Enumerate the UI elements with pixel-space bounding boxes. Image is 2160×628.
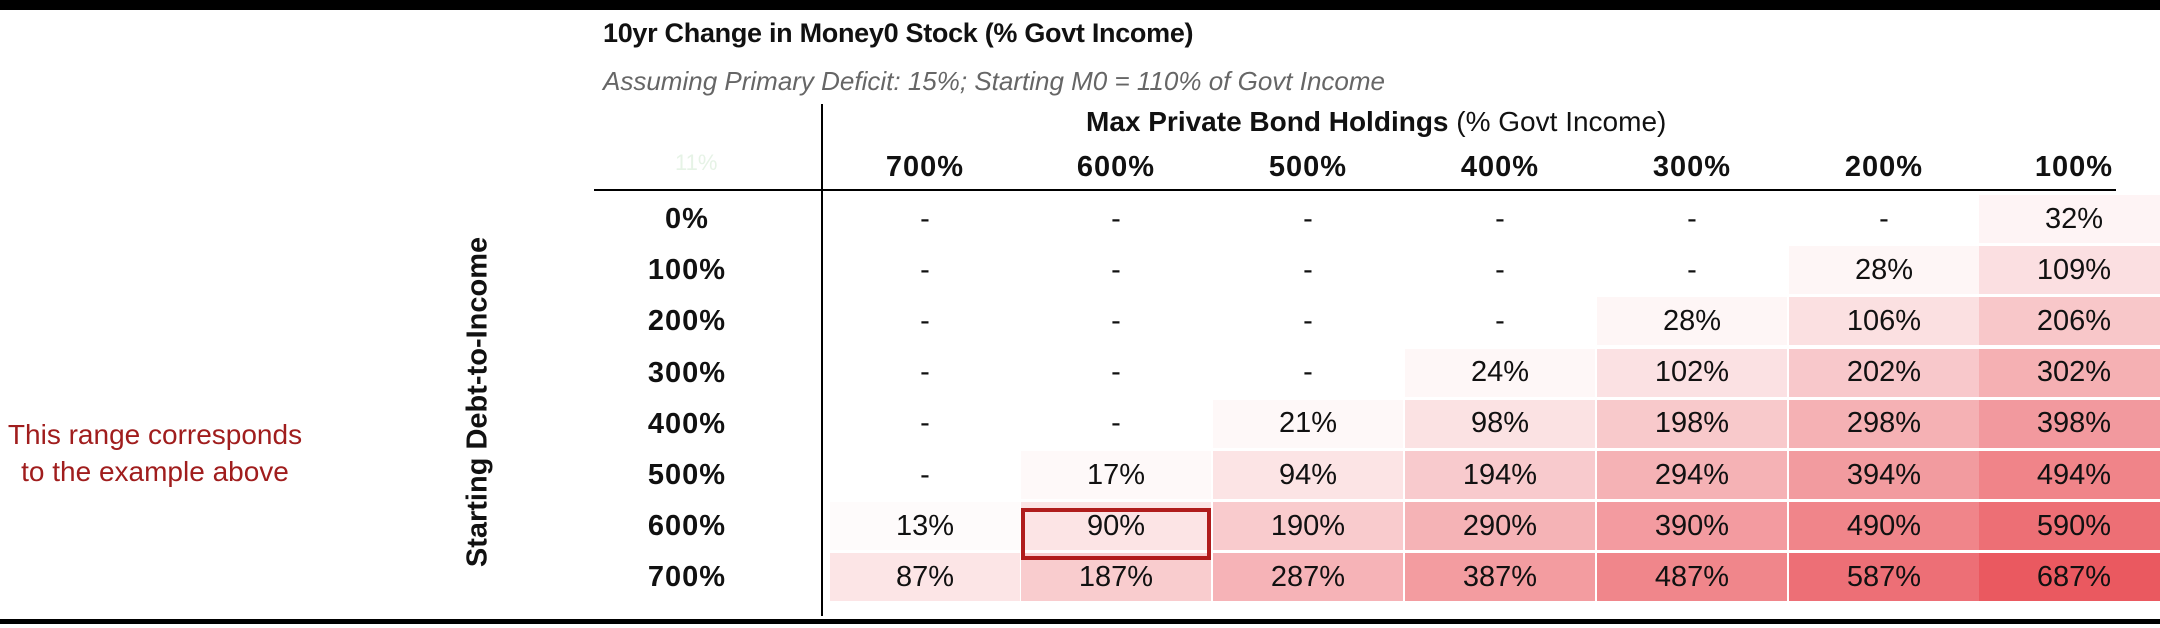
table-cell: 490% [1789, 502, 1979, 551]
row-tick-label: 600% [647, 510, 727, 543]
table-cell: - [1111, 356, 1121, 389]
table-cell: 24% [1405, 348, 1595, 397]
table-cell: - [920, 356, 930, 389]
table-cell: - [920, 202, 930, 235]
table-cell: 187% [1021, 553, 1211, 602]
table-title: 10yr Change in Money0 Stock (% Govt Inco… [603, 18, 1194, 48]
column-tick-label: 200% [1844, 151, 1924, 183]
bottom-rule [0, 619, 2160, 624]
table-cell: - [920, 407, 930, 440]
column-tick-label: 300% [1652, 151, 1732, 183]
table-cell: - [1111, 202, 1121, 235]
table-cell: 32% [1979, 195, 2160, 243]
table-cell: 390% [1597, 502, 1787, 551]
table-cell: 590% [1979, 502, 2160, 551]
table-cell: 302% [1979, 348, 2160, 397]
table-cell: 98% [1405, 399, 1595, 448]
row-tick-label: 700% [647, 561, 727, 594]
top-rule [0, 0, 2160, 10]
table-cell: 17% [1021, 451, 1211, 499]
table-cell: 106% [1789, 297, 1979, 346]
table-cell: 487% [1597, 553, 1787, 602]
table-cell: 202% [1789, 348, 1979, 397]
table-cell: 94% [1213, 451, 1403, 499]
row-tick-label: 400% [647, 407, 727, 440]
table-cell: 298% [1789, 399, 1979, 448]
table-subtitle: Assuming Primary Deficit: 15%; Starting … [603, 66, 1385, 96]
row-tick-label: 0% [665, 203, 709, 235]
table-cell: 287% [1213, 553, 1403, 602]
table-cell: - [1111, 407, 1121, 440]
column-tick-label: 100% [2034, 151, 2114, 183]
table-cell: - [1495, 202, 1505, 235]
table-cell: - [1303, 253, 1313, 286]
table-cell: 190% [1213, 502, 1403, 551]
table-cell: 587% [1789, 553, 1979, 602]
highlighted-cell-box [1021, 508, 1211, 560]
table-cell: 194% [1405, 451, 1595, 499]
column-axis-label: Max Private Bond Holdings (% Govt Income… [1086, 106, 1666, 138]
table-cell: 28% [1789, 246, 1979, 295]
table-cell: - [1495, 304, 1505, 337]
range-note: This range corresponds to the example ab… [7, 419, 303, 487]
column-tick-label: 600% [1076, 151, 1156, 183]
table-cell: 102% [1597, 348, 1787, 397]
table-cell: 387% [1405, 553, 1595, 602]
table-cell: - [920, 458, 930, 491]
table-cell: 687% [1979, 553, 2160, 602]
table-cell: - [1111, 304, 1121, 337]
table-cell: - [920, 253, 930, 286]
table-cell: 21% [1213, 399, 1403, 448]
table-cell: 494% [1979, 451, 2160, 499]
table-cell: 394% [1789, 451, 1979, 499]
table-cell: - [1879, 202, 1889, 235]
row-tick-label: 200% [647, 305, 727, 338]
table-cell: 13% [830, 502, 1020, 550]
table-cell: - [1303, 356, 1313, 389]
column-tick-label: 400% [1460, 151, 1540, 183]
table-cell: - [1687, 202, 1697, 235]
table-cell: - [1687, 253, 1697, 286]
corner-label: 11% [675, 150, 718, 175]
row-header-divider [821, 104, 823, 616]
column-header-divider [594, 189, 2116, 191]
table-cell: - [1111, 253, 1121, 286]
column-tick-label: 500% [1268, 151, 1348, 183]
row-tick-label: 100% [647, 254, 727, 287]
table-cell: 28% [1597, 297, 1787, 346]
table-cell: 198% [1597, 399, 1787, 448]
table-cell: - [1495, 253, 1505, 286]
column-axis-label-unit: (% Govt Income) [1448, 106, 1667, 137]
table-cell: 206% [1979, 297, 2160, 346]
table-cell: - [920, 304, 930, 337]
table-cell: 290% [1405, 502, 1595, 551]
table-cell: 398% [1979, 399, 2160, 448]
row-axis-label: Starting Debt-to-Income [461, 236, 494, 568]
row-tick-label: 300% [647, 356, 727, 389]
column-axis-label-bold: Max Private Bond Holdings [1086, 106, 1449, 137]
table-cell: 294% [1597, 451, 1787, 499]
row-tick-label: 500% [647, 459, 727, 491]
table-cell: - [1303, 202, 1313, 235]
column-tick-label: 700% [885, 151, 965, 183]
table-cell: - [1303, 304, 1313, 337]
table-cell: 109% [1979, 246, 2160, 295]
table-cell: 87% [830, 553, 1020, 602]
